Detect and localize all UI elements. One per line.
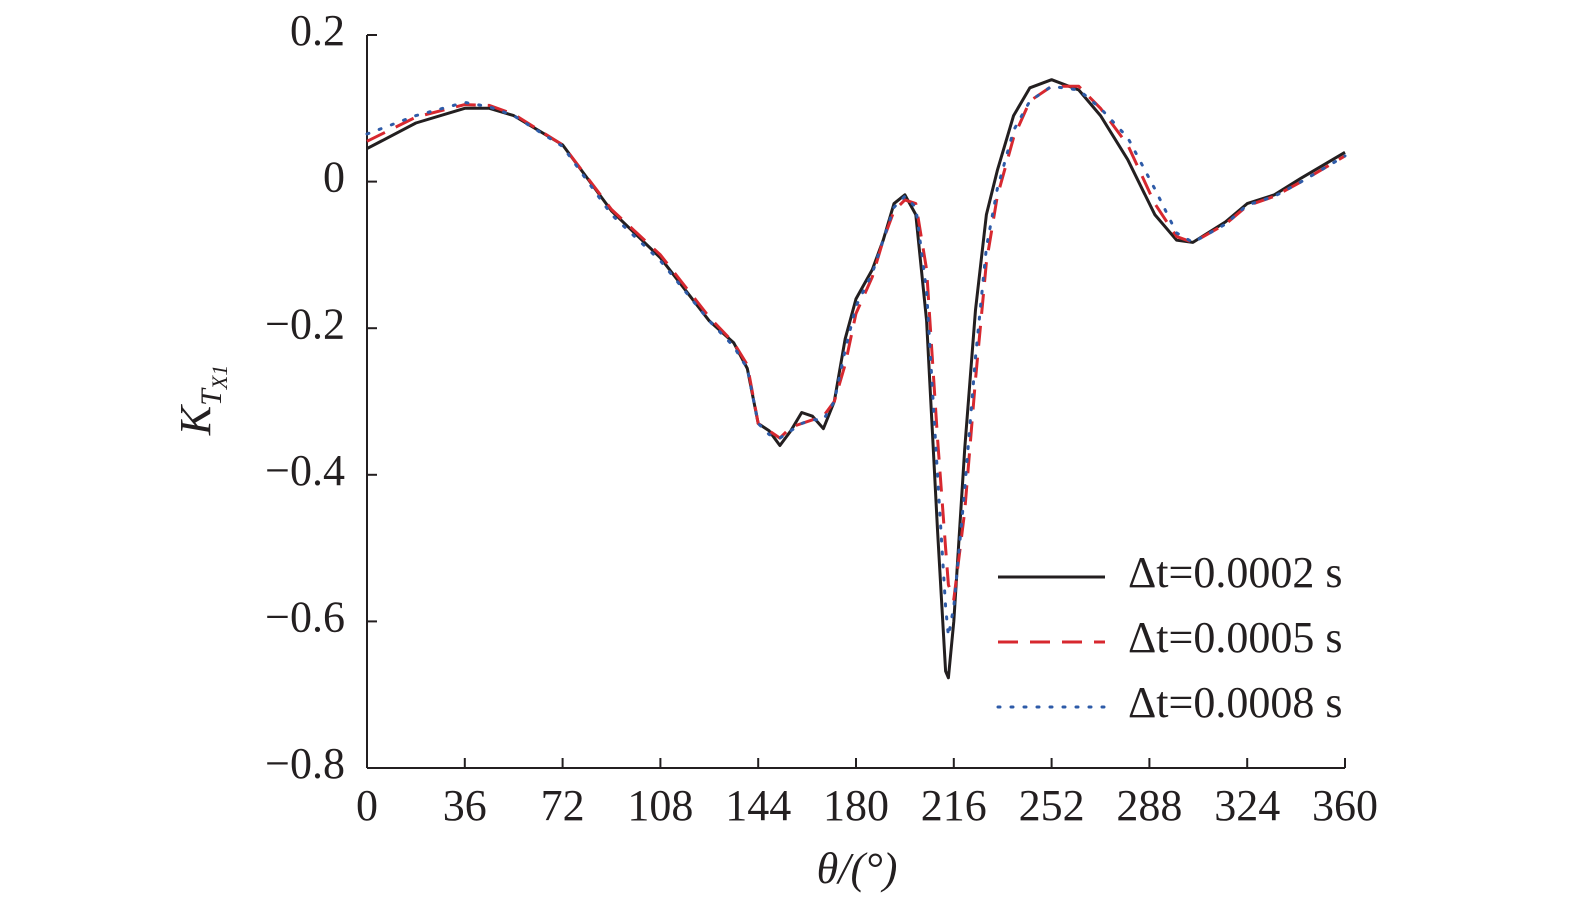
legend-label: Δt=0.0005 s <box>1128 613 1342 662</box>
y-tick-label: −0.8 <box>265 739 345 788</box>
legend-label: Δt=0.0002 s <box>1128 548 1342 597</box>
x-tick-label: 252 <box>1019 781 1085 830</box>
x-tick-label: 108 <box>627 781 693 830</box>
x-tick-label: 72 <box>541 781 585 830</box>
y-label-sub: T <box>195 387 228 406</box>
series-line <box>365 84 1347 638</box>
x-axis-label: θ/(°) <box>817 844 898 893</box>
x-tick-label: 0 <box>356 781 378 830</box>
y-label-main: K <box>171 403 220 436</box>
series-line <box>366 84 1346 601</box>
x-tick-label: 36 <box>443 781 487 830</box>
y-tick-label: −0.2 <box>265 299 345 348</box>
x-tick-label: 360 <box>1312 781 1378 830</box>
y-tick-label: 0.2 <box>290 6 345 55</box>
y-label-subsub: X1 <box>207 365 232 390</box>
y-tick-label: 0 <box>323 153 345 202</box>
y-tick-label: −0.6 <box>265 592 345 641</box>
y-axis-label: KTX1 <box>171 365 232 437</box>
series-line <box>366 78 1346 680</box>
y-tick-label: −0.4 <box>265 446 345 495</box>
x-tick-label: 144 <box>725 781 791 830</box>
x-tick-label: 216 <box>921 781 987 830</box>
legend-label: Δt=0.0008 s <box>1128 678 1342 727</box>
x-tick-label: 288 <box>1116 781 1182 830</box>
x-tick-label: 180 <box>823 781 889 830</box>
x-tick-label: 324 <box>1214 781 1280 830</box>
